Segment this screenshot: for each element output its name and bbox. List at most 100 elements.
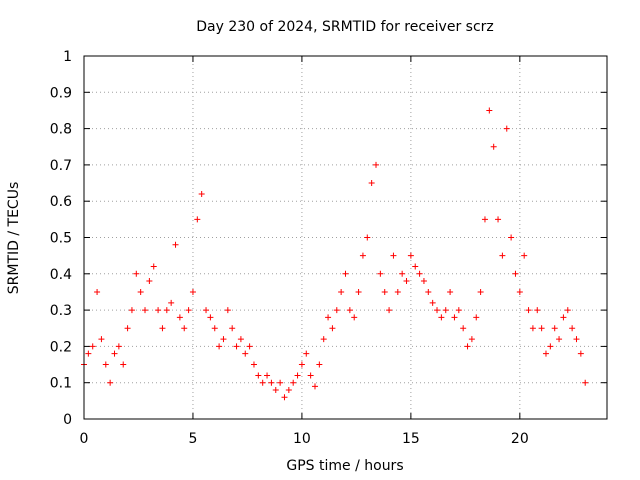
data-point xyxy=(94,288,101,295)
x-axis: 0 5 10 15 20 xyxy=(80,56,529,447)
data-point xyxy=(85,350,92,357)
y-tick-label: 0.3 xyxy=(50,303,72,319)
data-point xyxy=(451,314,458,321)
data-point xyxy=(133,270,140,277)
data-point xyxy=(189,288,196,295)
data-point xyxy=(420,278,427,285)
data-point xyxy=(142,307,149,314)
data-point xyxy=(447,288,454,295)
data-point xyxy=(464,343,471,350)
data-point xyxy=(168,299,175,306)
x-tick-label: 20 xyxy=(511,431,529,447)
data-point xyxy=(503,125,510,132)
data-point xyxy=(490,143,497,150)
data-point xyxy=(429,299,436,306)
data-point xyxy=(516,288,523,295)
data-point xyxy=(185,307,192,314)
data-point xyxy=(264,372,271,379)
data-point xyxy=(569,325,576,332)
data-point xyxy=(434,307,441,314)
data-point xyxy=(294,372,301,379)
y-axis-label: SRMTID / TECUs xyxy=(6,182,22,295)
data-point xyxy=(381,288,388,295)
data-point xyxy=(124,325,131,332)
data-point xyxy=(207,314,214,321)
data-point xyxy=(255,372,262,379)
data-point xyxy=(242,350,249,357)
data-point xyxy=(220,336,227,343)
data-point xyxy=(525,307,532,314)
data-point xyxy=(194,216,201,223)
data-point xyxy=(346,307,353,314)
data-point xyxy=(364,234,371,241)
data-point xyxy=(499,252,506,259)
data-points xyxy=(81,107,589,401)
data-point xyxy=(155,307,162,314)
data-point xyxy=(351,314,358,321)
y-tick-label: 0.1 xyxy=(50,376,72,392)
data-point xyxy=(233,343,240,350)
data-point xyxy=(399,270,406,277)
data-point xyxy=(181,325,188,332)
y-tick-label: 0.7 xyxy=(50,158,72,174)
data-point xyxy=(407,252,414,259)
data-point xyxy=(111,350,118,357)
data-point xyxy=(311,383,318,390)
data-point xyxy=(320,336,327,343)
data-point xyxy=(98,336,105,343)
data-point xyxy=(303,350,310,357)
data-point xyxy=(333,307,340,314)
data-point xyxy=(425,288,432,295)
data-point xyxy=(551,325,558,332)
data-point xyxy=(438,314,445,321)
data-point xyxy=(403,278,410,285)
data-point xyxy=(547,343,554,350)
data-point xyxy=(460,325,467,332)
data-point xyxy=(176,314,183,321)
x-axis-label: GPS time / hours xyxy=(286,458,403,474)
data-point xyxy=(102,361,109,368)
y-tick-label: 1 xyxy=(63,49,72,65)
data-point xyxy=(316,361,323,368)
data-point xyxy=(146,278,153,285)
data-point xyxy=(329,325,336,332)
data-point xyxy=(481,216,488,223)
y-tick-label: 0.5 xyxy=(50,231,72,247)
data-point xyxy=(556,336,563,343)
data-point xyxy=(394,288,401,295)
data-point xyxy=(473,314,480,321)
data-point xyxy=(534,307,541,314)
data-point xyxy=(115,343,122,350)
data-point xyxy=(198,190,205,197)
data-point xyxy=(229,325,236,332)
data-point xyxy=(368,180,375,187)
data-point xyxy=(268,379,275,386)
data-point xyxy=(342,270,349,277)
y-tick-label: 0.6 xyxy=(50,194,72,210)
data-point xyxy=(577,350,584,357)
x-tick-label: 15 xyxy=(402,431,420,447)
data-point xyxy=(107,379,114,386)
data-point xyxy=(89,343,96,350)
data-point xyxy=(246,343,253,350)
data-point xyxy=(272,386,279,393)
data-point xyxy=(163,307,170,314)
data-point xyxy=(298,361,305,368)
grid-lines xyxy=(84,56,607,419)
data-point xyxy=(307,372,314,379)
y-tick-label: 0.8 xyxy=(50,122,72,138)
chart-title: Day 230 of 2024, SRMTID for receiver scr… xyxy=(196,19,494,35)
y-tick-label: 0 xyxy=(63,412,72,428)
data-point xyxy=(486,107,493,114)
data-point xyxy=(359,252,366,259)
y-axis: 0 0.1 0.2 0.3 0.4 0.5 0.6 0.7 0.8 0.9 1 xyxy=(50,49,607,428)
data-point xyxy=(290,379,297,386)
data-point xyxy=(529,325,536,332)
data-point xyxy=(495,216,502,223)
data-point xyxy=(128,307,135,314)
data-point xyxy=(159,325,166,332)
data-point xyxy=(285,386,292,393)
x-tick-label: 10 xyxy=(293,431,311,447)
data-point xyxy=(259,379,266,386)
